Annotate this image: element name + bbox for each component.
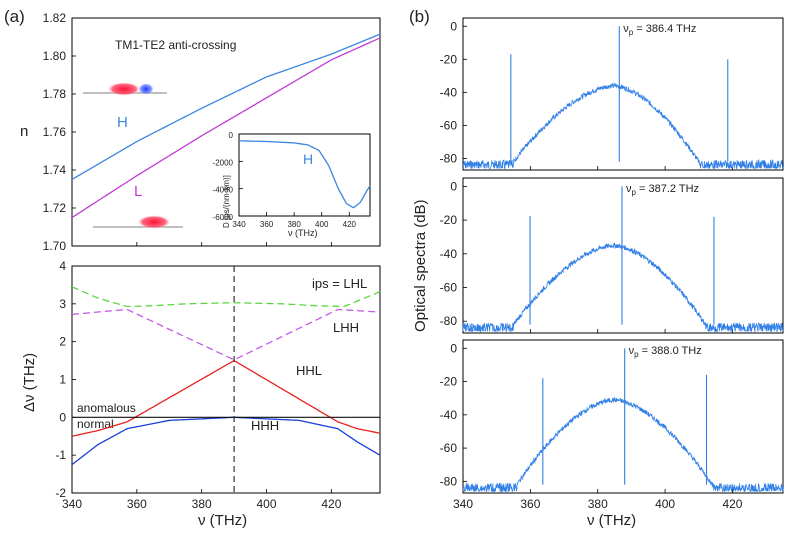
inset-series-H [238,140,371,209]
inset-h-label: H [303,151,313,167]
inset-y-tick-label: -2000 [213,158,234,167]
spectra-plot: Optical spectra (dB) ν (THz) 0 -20 -40 -60 -… [412,17,784,529]
detuning-y-tick-label: 2 [59,335,66,349]
spectrum-y-tick-label: -60 [440,281,458,295]
pump-frequency-label: νp = 387.2 THz [626,183,699,197]
spectrum-y-tick-label: -40 [440,85,458,99]
spectra-ylabel: Optical spectra (dB) [412,199,429,332]
detuning-x-tick-label: 360 [127,497,147,511]
spectrum-trace [462,396,784,493]
detuning-y-tick-label: -1 [55,448,66,462]
anomalous-label: anomalous [77,401,136,415]
spectrum-x-tick-label: 340 [453,497,473,511]
detuning-x-tick-label: 420 [321,497,341,511]
ips-label: ips = LHL [312,276,367,291]
inset-ylabel: D [ps/(nm·km)] [222,175,231,228]
spectrum-panel: 0 -20 -40 -60 -80 νp = 387.2 THz [440,177,784,334]
normal-label: normal [77,417,114,431]
spectrum-y-tick-label: -80 [440,314,458,328]
n-y-tick-label: 1.76 [43,125,67,139]
inset-x-tick-label: 400 [315,220,329,229]
detuning-plot: Δν (THz) ν (THz) ips = LHL LHH HHL HHH a… [21,259,381,529]
l-mode-profile [93,215,183,229]
detuning-series-LHH [71,308,381,361]
inset-x-tick-label: 380 [287,220,301,229]
inset-y-tick-label: 0 [229,131,234,140]
detuning-y-tick-label: 0 [59,410,66,424]
spectrum-y-tick-label: -40 [440,247,458,261]
inset-x-tick-label: 340 [232,220,246,229]
inset-x-tick-label: 360 [260,220,274,229]
spectrum-y-tick-label: -60 [440,441,458,455]
inset-y-tick-label: -4000 [213,186,234,195]
detuning-xlabel: ν (THz) [198,512,247,529]
spectrum-y-tick-label: -20 [440,375,458,389]
hhl-label: HHL [296,363,322,378]
n-plot: TM1-TE2 anti-crossing n H L 1.70 1.72 1.74… [20,11,381,253]
lhh-label: LHH [333,320,359,335]
n-series-L [71,37,381,219]
n-y-tick-label: 1.82 [43,11,67,25]
spectrum-trace [462,242,784,333]
spectrum-y-tick-label: 0 [450,179,457,193]
spectrum-y-tick-label: -20 [440,213,458,227]
spectrum-frame [462,339,784,494]
detuning-series-HHL [71,360,381,437]
detuning-series-LHL [71,286,381,308]
pump-frequency-label: νp = 386.4 THz [623,23,696,37]
detuning-y-tick-label: 1 [59,373,66,387]
n-plot-ylabel: n [20,123,28,140]
inset-y-tick-label: -6000 [213,213,234,222]
detuning-x-tick-label: 400 [257,497,277,511]
h-branch-label: H [117,114,128,131]
inset-xlabel: ν (THz) [288,228,318,238]
spectrum-frame [462,17,784,171]
spectrum-y-tick-label: -80 [440,474,458,488]
spectrum-x-tick-label: 420 [722,497,742,511]
inset-x-tick-label: 420 [343,220,357,229]
spectrum-y-tick-label: 0 [450,341,457,355]
panel-a-label: (a) [4,7,25,26]
detuning-ylabel: Δν (THz) [21,353,38,412]
spectrum-trace [462,82,784,170]
spectrum-frame [462,177,784,334]
spectrum-y-tick-label: -80 [440,151,458,165]
n-plot-title: TM1-TE2 anti-crossing [115,38,236,52]
n-y-tick-label: 1.70 [43,239,67,253]
detuning-x-tick-label: 340 [62,497,82,511]
l-branch-label: L [134,183,142,200]
h-mode-profile [83,82,167,96]
spectrum-panel: 0 -20 -40 -60 -80 340 360 380 400 420 νp = 388.0 T… [440,339,784,511]
spectrum-panel: 0 -20 -40 -60 -80 νp = 386.4 THz [440,17,784,171]
spectrum-x-tick-label: 380 [588,497,608,511]
spectrum-y-tick-label: -20 [440,52,458,66]
spectrum-y-tick-label: -60 [440,118,458,132]
detuning-y-tick-label: 4 [59,259,66,273]
n-series-H [71,33,381,181]
panel-b-label: (b) [409,7,430,26]
spectrum-x-tick-label: 400 [655,497,675,511]
detuning-y-tick-label: -2 [55,486,66,500]
pump-frequency-label: νp = 388.0 THz [629,345,702,359]
n-y-tick-label: 1.72 [43,201,67,215]
dispersion-inset: D [ps/(nm·km)] ν (THz) H 0 -2000 -4000 -600… [213,131,378,238]
spectrum-y-tick-label: -40 [440,408,458,422]
n-y-tick-label: 1.78 [43,87,67,101]
hhh-label: HHH [251,418,279,433]
detuning-y-tick-label: 3 [59,297,66,311]
spectrum-y-tick-label: 0 [450,19,457,33]
n-y-tick-label: 1.74 [43,163,67,177]
detuning-x-tick-label: 380 [192,497,212,511]
spectrum-x-tick-label: 360 [520,497,540,511]
n-y-tick-label: 1.80 [43,49,67,63]
spectra-xlabel: ν (THz) [587,512,636,529]
